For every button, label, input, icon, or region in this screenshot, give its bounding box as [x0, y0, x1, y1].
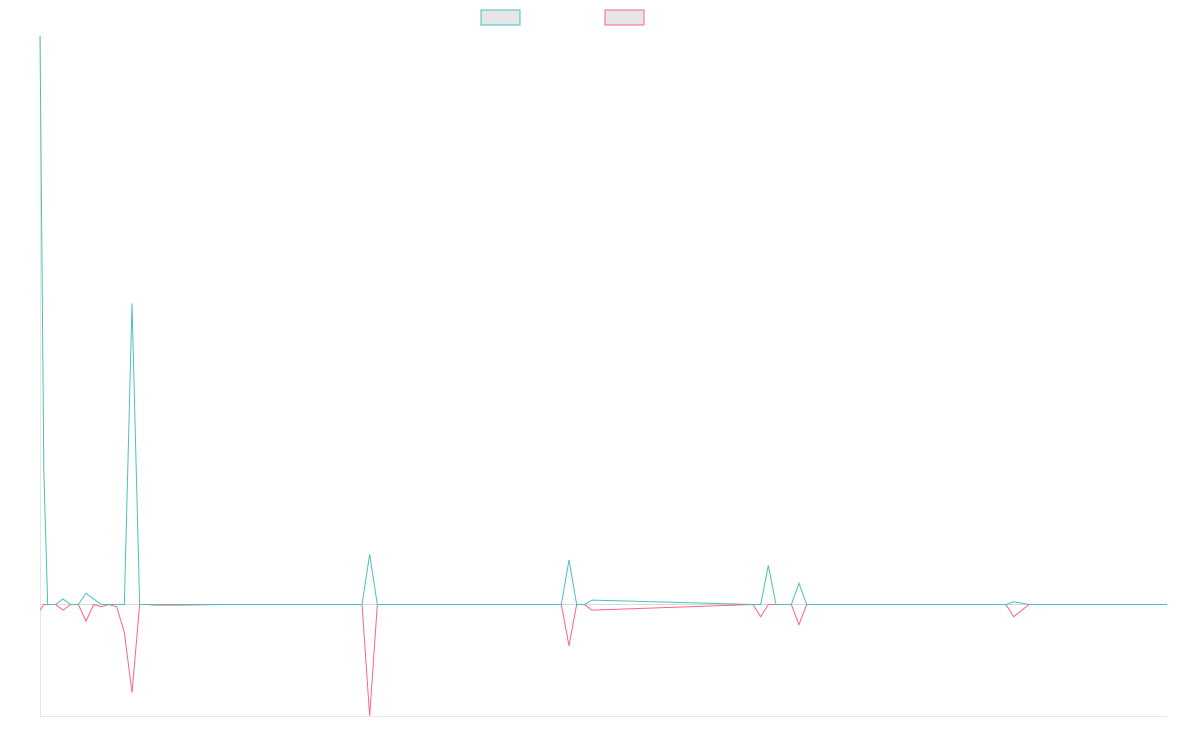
axes [40, 35, 1167, 717]
plot-area [39, 35, 1167, 717]
legend [480, 9, 645, 26]
legend-swatch-series-b[interactable] [604, 9, 645, 26]
legend-swatch-series-a[interactable] [480, 9, 521, 26]
series-b-line [39, 603, 1167, 717]
series-a-line [39, 35, 1167, 606]
